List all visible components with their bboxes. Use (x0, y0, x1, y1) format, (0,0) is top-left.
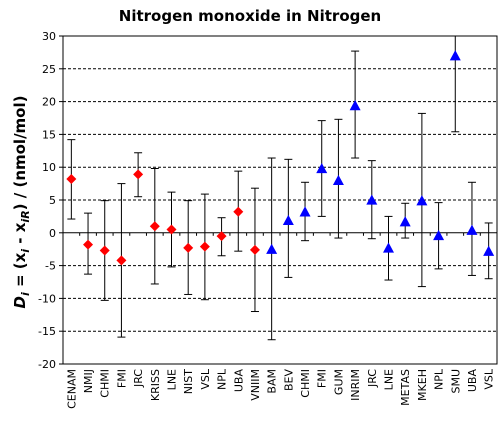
diamond-marker (199, 241, 210, 252)
y-label-part-4: ) / (nmol/mol) (11, 96, 29, 211)
x-category-label: KRISS (149, 369, 162, 401)
x-category-label: VSL (199, 368, 212, 390)
y-tick-label: 15 (42, 128, 56, 141)
triangle-marker (282, 214, 294, 226)
y-tick-label: -15 (38, 325, 56, 338)
y-tick-label: 10 (42, 161, 56, 174)
diamond-marker (149, 221, 160, 232)
diamond-marker (83, 239, 94, 250)
triangle-marker (399, 216, 411, 227)
x-category-label: INRIM (349, 369, 362, 401)
triangle-marker (366, 194, 378, 205)
triangle-marker (433, 229, 445, 241)
diamond-marker (116, 255, 127, 266)
y-tick-label: -20 (38, 358, 56, 371)
x-category-labels: CENAM NMIJ CHMI FMI JRC KRISS LNE NIST VSL NPL UBA… (65, 368, 495, 409)
x-category-label: CHMI (299, 369, 312, 398)
axes (59, 35, 498, 365)
triangle-marker (416, 195, 428, 206)
x-category-label: LNE (383, 369, 396, 390)
y-tick-label: 25 (42, 63, 56, 76)
y-label-sub-2: i (19, 249, 32, 253)
y-label-sub-3: iR (19, 210, 32, 222)
x-category-label: NMIJ (82, 369, 95, 393)
x-category-label: LNE (166, 369, 179, 390)
chart-title: Nitrogen monoxide in Nitrogen (119, 7, 381, 25)
x-category-label: JRC (366, 369, 379, 388)
y-tick-label: 20 (42, 96, 56, 109)
y-tick-label: -5 (45, 260, 56, 273)
triangle-marker (266, 243, 278, 254)
y-tick-label: 0 (49, 227, 56, 240)
y-axis-label: Di = (xi - xiR) / (nmol/mol) (11, 96, 32, 309)
triangle-marker (483, 245, 495, 256)
x-category-label: UBA (232, 369, 245, 393)
x-category-label: UBA (466, 369, 479, 393)
x-category-label: BEV (282, 369, 295, 391)
x-category-label: NPL (216, 368, 229, 390)
x-category-label: CENAM (65, 369, 78, 409)
triangle-marker (449, 50, 461, 61)
x-category-label: VSL (483, 368, 496, 390)
diamond-marker (133, 169, 144, 180)
y-tick-label: -10 (38, 292, 56, 305)
x-category-label: NIST (182, 369, 195, 394)
diamond-marker (249, 244, 260, 255)
diamond-marker (166, 224, 177, 235)
x-category-label: CHMI (99, 369, 112, 398)
x-category-label: MKEH (416, 369, 429, 401)
y-label-part-3: - x (11, 222, 29, 249)
y-tick-label: 5 (49, 194, 56, 207)
triangle-marker (316, 163, 328, 174)
diamond-marker (216, 231, 227, 242)
x-category-label: JRC (132, 369, 145, 388)
triangle-marker (332, 174, 344, 185)
y-tick-label: 30 (42, 30, 56, 43)
y-label-sub-1: i (19, 292, 32, 296)
x-category-label: BAM (266, 369, 279, 394)
y-label-symbol: D (11, 296, 29, 308)
diamond-marker (99, 245, 110, 256)
x-category-label: VNIIM (249, 369, 262, 401)
diamond-marker (183, 242, 194, 253)
error-bars (67, 35, 493, 341)
x-category-label: NPL (433, 368, 446, 390)
diamond-marker (66, 174, 77, 185)
plot-frame (62, 35, 498, 365)
x-category-label: FMI (115, 369, 128, 388)
x-category-label: METAS (399, 369, 412, 406)
data-markers (66, 50, 495, 266)
x-category-label: SMU (449, 369, 462, 394)
triangle-marker (299, 206, 311, 217)
x-category-label: GUM (332, 369, 345, 395)
y-label-part-2: = (x (11, 252, 29, 292)
triangle-marker (349, 100, 361, 111)
diamond-marker (233, 206, 244, 217)
triangle-marker (466, 224, 478, 235)
y-tick-labels: -20 -15 -10 -5 0 5 10 15 20 25 30 (38, 30, 56, 371)
triangle-marker (383, 242, 394, 253)
grid-lines (63, 35, 497, 332)
x-category-label: FMI (316, 369, 329, 388)
